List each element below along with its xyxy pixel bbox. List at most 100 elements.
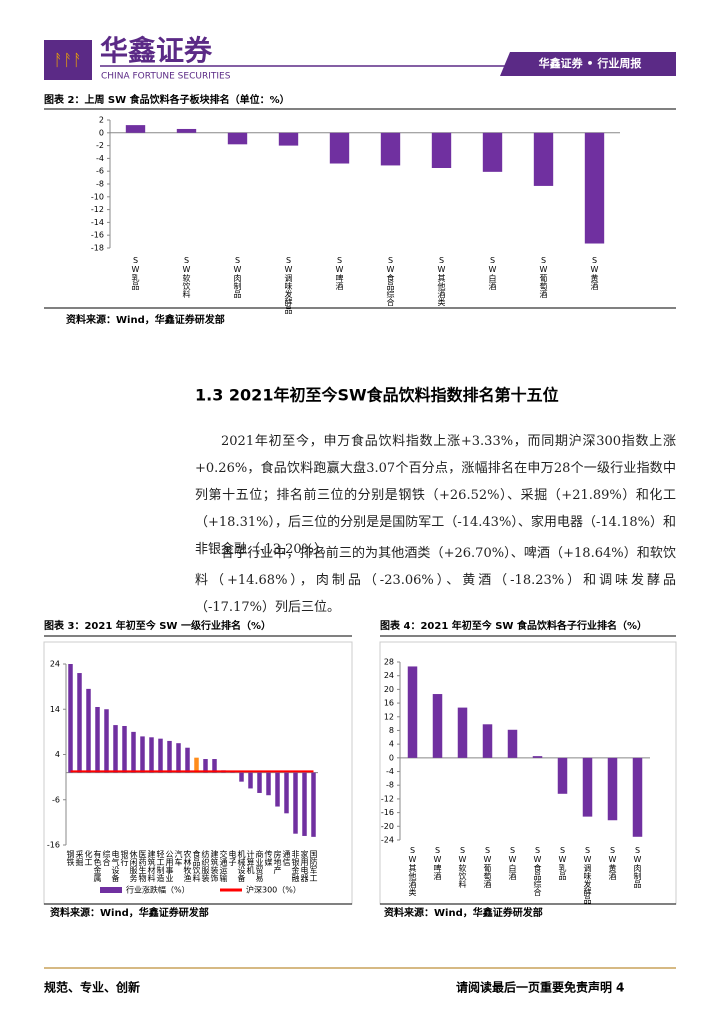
y-tick-label: -20 xyxy=(381,822,394,831)
bar xyxy=(431,132,452,168)
logo-icon: ᚨᚨᚨ xyxy=(54,51,83,70)
y-tick-label: -14 xyxy=(91,218,104,227)
x-tick-label: 钢铁 xyxy=(66,849,75,867)
x-tick-label: SW啤酒 xyxy=(335,256,344,291)
bar xyxy=(203,759,208,773)
bar xyxy=(607,757,618,821)
x-tick-label: 交通运输 xyxy=(219,849,228,883)
x-tick-label: 食品饮料 xyxy=(192,849,201,883)
bar xyxy=(293,772,298,834)
figure-caption: 图表 3：2021 年初至今 SW 一级行业排名（%） xyxy=(44,619,271,632)
x-tick-label: 有色金属 xyxy=(93,849,102,883)
logo-subtitle: CHINA FORTUNE SECURITIES xyxy=(101,72,231,82)
paragraph: 各子行业中，排名前三的为其他酒类（+26.70%）、啤酒（+18.64%）和软饮… xyxy=(195,546,676,615)
bar xyxy=(176,128,197,133)
x-tick-label: 纺织服装 xyxy=(201,849,210,883)
figure-caption: 图表 2：上周 SW 食品饮料各子板块排名（单位：%） xyxy=(44,93,290,106)
x-tick-label: SW肉制品 xyxy=(633,846,642,889)
x-tick-label: SW葡萄酒 xyxy=(539,256,548,299)
legend-swatch xyxy=(100,887,122,893)
x-tick-label: SW白酒 xyxy=(508,846,517,881)
x-tick-label: SW食品综合 xyxy=(386,256,395,307)
bar xyxy=(582,757,593,817)
bar xyxy=(194,757,199,773)
legend-label: 沪深300（%） xyxy=(246,885,301,895)
x-tick-label: 轻工制造 xyxy=(156,849,165,883)
y-tick-label: -16 xyxy=(381,808,394,817)
x-tick-label: 建筑装饰 xyxy=(210,849,219,883)
bar xyxy=(257,772,262,793)
bar xyxy=(507,729,518,758)
y-tick-label: 20 xyxy=(384,685,394,694)
logo-mark xyxy=(44,40,92,80)
x-tick-label: 通信 xyxy=(282,849,291,867)
x-tick-label: 电子 xyxy=(228,849,237,866)
x-tick-label: 汽车 xyxy=(174,849,183,867)
bar xyxy=(149,737,154,773)
x-tick-label: 采掘 xyxy=(75,849,84,867)
x-tick-label: 机械设备 xyxy=(237,849,246,883)
bar xyxy=(113,725,118,773)
source: 资料来源：Wind，华鑫证券研发部 xyxy=(66,313,225,326)
x-tick-label: SW其他酒类 xyxy=(408,846,417,897)
x-tick-label: SW黄酒 xyxy=(608,846,617,881)
bar xyxy=(185,747,190,773)
x-tick-label: 医药生物 xyxy=(138,850,147,883)
bar xyxy=(284,772,289,814)
bar xyxy=(176,743,181,773)
figure-caption: 图表 4：2021 年初至今 SW 食品饮料各子行业排名（%） xyxy=(380,619,647,632)
x-tick-label: SW乳品 xyxy=(558,846,567,881)
x-tick-label: 建筑材料 xyxy=(147,849,156,883)
page-number: 4 xyxy=(616,981,624,995)
bar xyxy=(227,132,248,145)
y-tick-label: 2 xyxy=(99,116,104,125)
y-tick-label: -4 xyxy=(96,154,104,163)
x-tick-label: SW调味发酵品 xyxy=(284,256,293,315)
bar xyxy=(158,738,163,773)
y-tick-label: 4 xyxy=(55,750,60,759)
x-tick-label: 银行 xyxy=(120,849,129,867)
x-tick-label: SW葡萄酒 xyxy=(483,846,492,889)
bar xyxy=(302,772,307,836)
y-tick-label: -16 xyxy=(47,841,60,850)
y-tick-label: -24 xyxy=(381,836,394,845)
bar xyxy=(140,736,145,773)
bar xyxy=(248,772,253,789)
legend-label: 行业涨跌幅（%） xyxy=(126,885,190,895)
bar xyxy=(278,132,299,146)
x-tick-label: 化工 xyxy=(84,849,93,866)
bar xyxy=(86,688,91,773)
y-tick-label: 28 xyxy=(384,658,394,667)
x-tick-label: SW黄酒 xyxy=(590,256,599,291)
x-tick-label: 计算机 xyxy=(246,849,255,875)
y-tick-label: -4 xyxy=(386,767,394,776)
y-tick-label: 14 xyxy=(50,705,60,714)
y-tick-label: -8 xyxy=(96,180,104,189)
section-heading: 1.3 2021年初至今SW食品饮料指数排名第十五位 xyxy=(195,386,559,405)
paragraph: 2021年初至今，申万食品饮料指数上涨+3.33%，而同期沪深300指数上涨+0… xyxy=(195,434,676,557)
y-tick-label: -6 xyxy=(52,795,60,804)
bar xyxy=(432,694,443,758)
y-tick-label: -6 xyxy=(96,167,104,176)
bar xyxy=(380,132,401,166)
bar xyxy=(457,707,468,758)
report-type: 华鑫证券 • 行业周报 xyxy=(539,56,643,70)
bar xyxy=(212,759,217,773)
x-tick-label: SW乳品 xyxy=(131,256,140,291)
bar xyxy=(239,772,244,782)
x-tick-label: SW啤酒 xyxy=(433,846,442,881)
x-tick-label: 房地产 xyxy=(273,849,282,875)
y-tick-label: -10 xyxy=(91,192,104,201)
bar xyxy=(311,772,316,837)
bar xyxy=(122,725,127,773)
x-tick-label: 农林牧渔 xyxy=(183,849,192,882)
y-tick-label: 16 xyxy=(384,699,394,708)
bar xyxy=(266,772,271,796)
y-tick-label: 4 xyxy=(389,740,394,749)
bar xyxy=(68,664,73,773)
bar xyxy=(329,132,350,164)
x-tick-label: SW软饮料 xyxy=(182,256,191,299)
y-tick-label: -12 xyxy=(91,205,104,214)
